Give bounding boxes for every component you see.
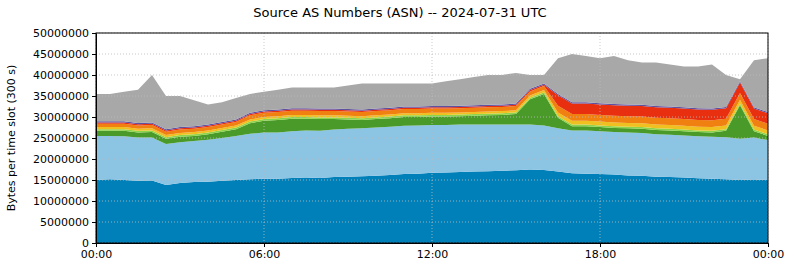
tick-mark [92,138,96,139]
grid-line [96,180,768,181]
tick-mark [92,243,96,244]
tick: 10000000 [33,195,96,208]
tick-label: 25000000 [33,132,89,145]
tick-label: 00:00 [753,248,785,261]
grid-line [96,96,768,97]
tick-mark [92,33,96,34]
tick-label: 0 [82,237,89,250]
tick-mark [92,96,96,97]
tick: 00:00 [753,243,785,261]
grid [96,33,768,243]
grid-line [96,201,768,202]
tick-mark [92,117,96,118]
tick: 18:00 [585,243,617,261]
tick-mark [96,243,97,247]
tick-mark [92,222,96,223]
tick-label: 18:00 [585,248,617,261]
grid-line [96,54,768,55]
tick-mark [92,201,96,202]
grid-line [96,75,768,76]
tick: 50000000 [33,27,96,40]
tick: 25000000 [33,132,96,145]
y-axis-title: Bytes per time slot (300 s) [5,65,18,212]
tick: 12:00 [417,243,449,261]
tick-label: 40000000 [33,69,89,82]
y-axis: 0 5000000 10000000 15000000 20000000 25000000… [33,27,97,250]
tick: 5000000 [40,216,96,229]
grid-line [96,222,768,223]
tick-mark [432,243,433,247]
tick-mark [92,75,96,76]
tick-label: 15000000 [33,174,89,187]
grid-line [96,159,768,160]
tick: 15000000 [33,174,96,187]
tick: 20000000 [33,153,96,166]
tick-label: 50000000 [33,27,89,40]
chart: Source AS Numbers (ASN) -- 2024-07-31 UT… [0,0,790,267]
grid-line [96,138,768,139]
tick-mark [264,243,265,247]
tick-mark [600,243,601,247]
tick-label: 30000000 [33,111,89,124]
plot-area [96,54,768,243]
tick-label: 35000000 [33,90,89,103]
title: Source AS Numbers (ASN) -- 2024-07-31 UT… [253,5,546,20]
tick-label: 10000000 [33,195,89,208]
tick-mark [92,159,96,160]
tick: 06:00 [249,243,281,261]
tick-mark [768,243,769,247]
tick-label: 06:00 [249,248,281,261]
tick: 30000000 [33,111,96,124]
tick-label: 12:00 [417,248,449,261]
tick-mark [92,180,96,181]
tick: 35000000 [33,90,96,103]
tick: 45000000 [33,48,96,61]
tick: 0 [82,237,96,250]
plot-frame [96,33,768,243]
tick-label: 45000000 [33,48,89,61]
tick-label: 20000000 [33,153,89,166]
grid-line [96,117,768,118]
x-axis: 00:0006:0012:0018:0000:00 [81,243,785,261]
tick-mark [92,54,96,55]
tick: 40000000 [33,69,96,82]
tick-label: 5000000 [40,216,89,229]
